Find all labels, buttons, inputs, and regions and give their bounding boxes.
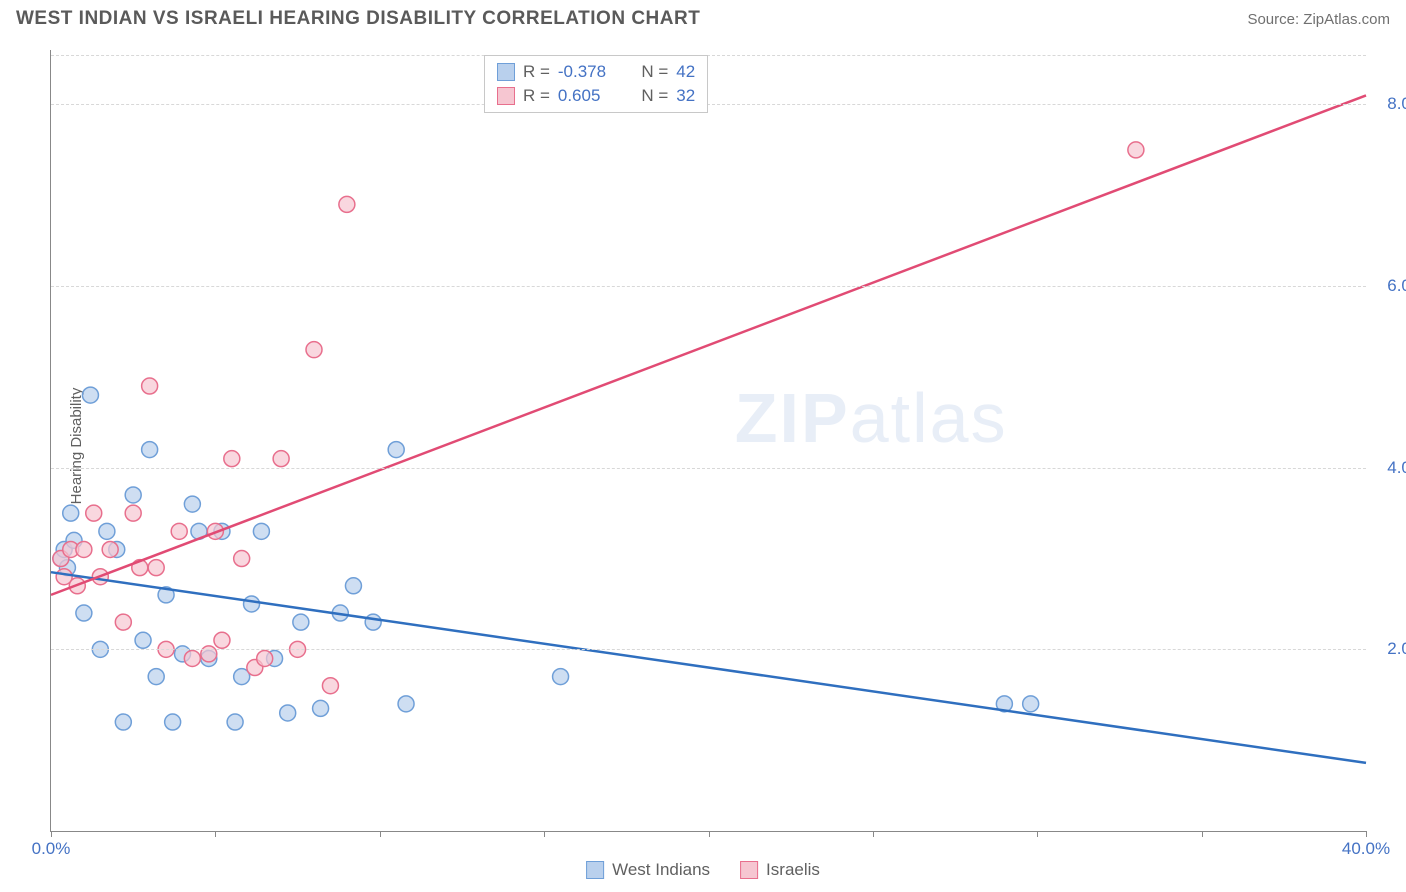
data-point bbox=[148, 560, 164, 576]
legend-swatch-icon bbox=[586, 861, 604, 879]
data-point bbox=[76, 541, 92, 557]
x-tick bbox=[215, 831, 216, 837]
source-label: Source: ZipAtlas.com bbox=[1247, 11, 1390, 28]
y-tick-label: 8.0% bbox=[1387, 94, 1406, 114]
y-tick-label: 4.0% bbox=[1387, 458, 1406, 478]
legend-swatch-icon bbox=[497, 87, 515, 105]
data-point bbox=[1023, 696, 1039, 712]
gridline bbox=[51, 649, 1366, 650]
data-point bbox=[63, 505, 79, 521]
data-point bbox=[125, 505, 141, 521]
data-point bbox=[171, 523, 187, 539]
data-point bbox=[234, 551, 250, 567]
data-point bbox=[253, 523, 269, 539]
legend-item-israelis: Israelis bbox=[740, 860, 820, 880]
plot-area: ZIPatlas 2.0%4.0%6.0%8.0%0.0%40.0% bbox=[50, 50, 1366, 832]
data-point bbox=[345, 578, 361, 594]
legend-item-west-indians: West Indians bbox=[586, 860, 710, 880]
data-point bbox=[1128, 142, 1144, 158]
x-tick bbox=[873, 831, 874, 837]
x-tick bbox=[51, 831, 52, 837]
x-tick bbox=[1366, 831, 1367, 837]
data-point bbox=[201, 646, 217, 662]
data-point bbox=[322, 678, 338, 694]
x-tick bbox=[1037, 831, 1038, 837]
data-point bbox=[165, 714, 181, 730]
x-tick bbox=[709, 831, 710, 837]
x-tick bbox=[380, 831, 381, 837]
data-point bbox=[102, 541, 118, 557]
data-point bbox=[293, 614, 309, 630]
data-point bbox=[553, 669, 569, 685]
x-tick-label: 0.0% bbox=[32, 839, 71, 859]
data-point bbox=[227, 714, 243, 730]
data-point bbox=[82, 387, 98, 403]
x-tick bbox=[544, 831, 545, 837]
data-point bbox=[388, 442, 404, 458]
data-point bbox=[280, 705, 296, 721]
data-point bbox=[273, 451, 289, 467]
data-point bbox=[224, 451, 240, 467]
legend-swatch-icon bbox=[497, 63, 515, 81]
data-point bbox=[115, 714, 131, 730]
chart-title: WEST INDIAN VS ISRAELI HEARING DISABILIT… bbox=[16, 8, 700, 30]
data-point bbox=[257, 650, 273, 666]
data-point bbox=[313, 700, 329, 716]
regression-line bbox=[51, 95, 1366, 594]
gridline bbox=[51, 468, 1366, 469]
gridline bbox=[51, 55, 1366, 56]
data-point bbox=[398, 696, 414, 712]
chart-container: ZIPatlas 2.0%4.0%6.0%8.0%0.0%40.0% bbox=[50, 50, 1366, 832]
data-point bbox=[125, 487, 141, 503]
data-point bbox=[86, 505, 102, 521]
gridline bbox=[51, 104, 1366, 105]
data-point bbox=[142, 378, 158, 394]
data-point bbox=[184, 650, 200, 666]
stats-legend-row: R =-0.378 N =42 bbox=[497, 60, 695, 84]
x-tick-label: 40.0% bbox=[1342, 839, 1390, 859]
gridline bbox=[51, 286, 1366, 287]
legend-bottom: West Indians Israelis bbox=[586, 860, 820, 880]
y-tick-label: 6.0% bbox=[1387, 276, 1406, 296]
data-point bbox=[306, 342, 322, 358]
data-point bbox=[142, 442, 158, 458]
legend-label: West Indians bbox=[612, 860, 710, 880]
stats-legend: R =-0.378 N =42R = 0.605 N =32 bbox=[484, 55, 708, 113]
data-point bbox=[135, 632, 151, 648]
data-point bbox=[244, 596, 260, 612]
data-point bbox=[365, 614, 381, 630]
data-point bbox=[115, 614, 131, 630]
y-tick-label: 2.0% bbox=[1387, 639, 1406, 659]
data-point bbox=[339, 196, 355, 212]
data-point bbox=[184, 496, 200, 512]
stats-legend-row: R = 0.605 N =32 bbox=[497, 84, 695, 108]
scatter-plot-svg bbox=[51, 50, 1366, 831]
data-point bbox=[214, 632, 230, 648]
legend-swatch-icon bbox=[740, 861, 758, 879]
data-point bbox=[148, 669, 164, 685]
data-point bbox=[99, 523, 115, 539]
legend-label: Israelis bbox=[766, 860, 820, 880]
data-point bbox=[76, 605, 92, 621]
x-tick bbox=[1202, 831, 1203, 837]
